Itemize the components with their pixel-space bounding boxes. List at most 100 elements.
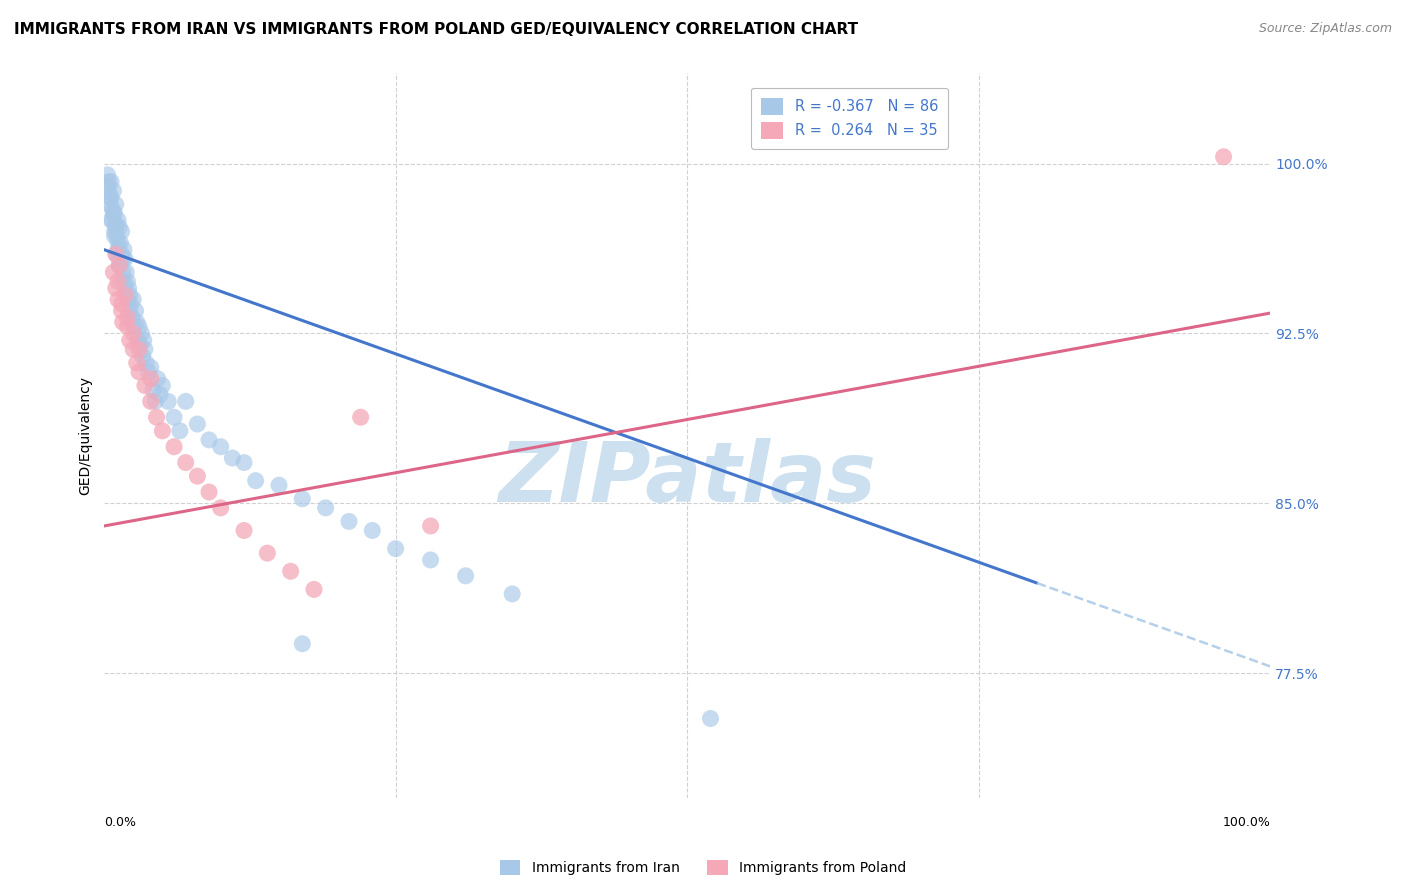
Point <box>142 383 165 397</box>
Point <box>103 229 125 244</box>
Point <box>124 319 146 334</box>
Point <box>135 356 157 370</box>
Point <box>291 491 314 506</box>
Point <box>104 218 127 232</box>
Point <box>103 225 125 239</box>
Point <box>107 243 129 257</box>
Point <box>138 365 160 379</box>
Point <box>186 417 208 431</box>
Point <box>337 515 360 529</box>
Point <box>118 288 141 302</box>
Point <box>163 410 186 425</box>
Point <box>101 202 124 216</box>
Point <box>134 378 156 392</box>
Point <box>97 168 120 182</box>
Text: ZIPatlas: ZIPatlas <box>498 438 876 519</box>
Point <box>110 225 132 239</box>
Point <box>128 343 150 357</box>
Point <box>209 500 232 515</box>
Point <box>454 569 477 583</box>
Point <box>145 394 167 409</box>
Point <box>118 333 141 347</box>
Point <box>118 303 141 318</box>
Point <box>97 179 120 194</box>
Point <box>112 274 135 288</box>
Point <box>110 247 132 261</box>
Point <box>107 293 129 307</box>
Point <box>103 206 125 220</box>
Y-axis label: GED/Equivalency: GED/Equivalency <box>79 376 93 495</box>
Point <box>107 235 129 250</box>
Point <box>110 297 132 311</box>
Point <box>198 485 221 500</box>
Point <box>111 265 134 279</box>
Point <box>122 343 145 357</box>
Point <box>108 219 131 234</box>
Point <box>361 524 384 538</box>
Point <box>108 259 131 273</box>
Point <box>419 553 441 567</box>
Point <box>117 310 139 325</box>
Point <box>233 456 256 470</box>
Point <box>128 319 150 334</box>
Point <box>302 582 325 597</box>
Point <box>129 338 152 352</box>
Point <box>117 293 139 307</box>
Point <box>122 293 145 307</box>
Text: Source: ZipAtlas.com: Source: ZipAtlas.com <box>1258 22 1392 36</box>
Point <box>110 259 132 273</box>
Point <box>233 524 256 538</box>
Point <box>198 433 221 447</box>
Point <box>1212 150 1234 164</box>
Point <box>117 274 139 288</box>
Point <box>107 274 129 288</box>
Point <box>149 387 172 401</box>
Point <box>110 303 132 318</box>
Point <box>145 410 167 425</box>
Point <box>103 206 125 220</box>
Point <box>209 440 232 454</box>
Point <box>114 288 136 302</box>
Point <box>186 469 208 483</box>
Point <box>107 213 129 227</box>
Point <box>157 394 180 409</box>
Point <box>256 546 278 560</box>
Point <box>146 372 169 386</box>
Point <box>108 252 131 266</box>
Text: 100.0%: 100.0% <box>1222 816 1270 829</box>
Point <box>501 587 523 601</box>
Point <box>139 360 162 375</box>
Point <box>150 424 173 438</box>
Text: 0.0%: 0.0% <box>104 816 136 829</box>
Point <box>98 197 121 211</box>
Point <box>128 365 150 379</box>
Point <box>104 247 127 261</box>
Point <box>419 519 441 533</box>
Point <box>221 450 243 465</box>
Point <box>117 281 139 295</box>
Point <box>97 184 120 198</box>
Point <box>100 175 122 189</box>
Point <box>174 456 197 470</box>
Point <box>111 252 134 266</box>
Point <box>132 333 155 347</box>
Point <box>114 281 136 295</box>
Point <box>97 175 120 189</box>
Point <box>280 564 302 578</box>
Point <box>105 229 128 244</box>
Point <box>124 303 146 318</box>
Point <box>163 440 186 454</box>
Legend: R = -0.367   N = 86, R =  0.264   N = 35: R = -0.367 N = 86, R = 0.264 N = 35 <box>751 87 948 149</box>
Point <box>174 394 197 409</box>
Point <box>115 265 138 279</box>
Point <box>98 190 121 204</box>
Point <box>103 265 125 279</box>
Point <box>139 394 162 409</box>
Point <box>104 219 127 234</box>
Point <box>125 356 148 370</box>
Point <box>122 326 145 341</box>
Point <box>131 326 153 341</box>
Point <box>117 319 139 334</box>
Point <box>125 315 148 329</box>
Point <box>245 474 267 488</box>
